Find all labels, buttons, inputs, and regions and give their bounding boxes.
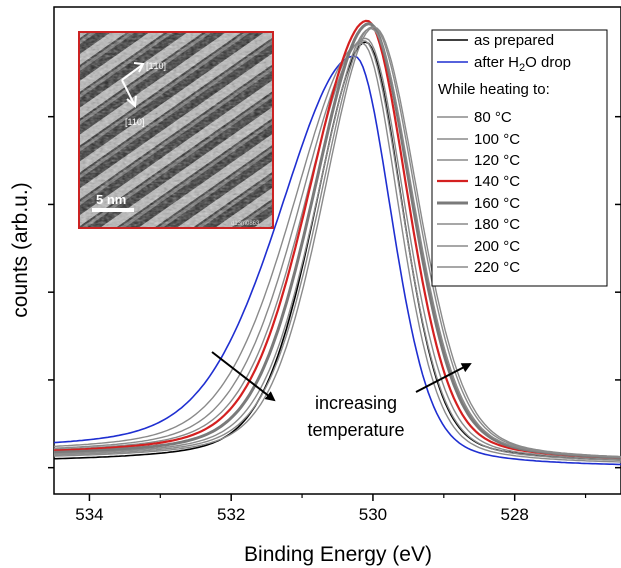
tick-layer: 534 532 530 528 [48,115,621,524]
legend-label-7: 180 °C [474,216,520,233]
inset-border [78,31,274,229]
direction-label-2: [110] [125,117,144,127]
arrow-right-shoulder [415,363,472,393]
x-tick-label-0: 534 [75,505,103,524]
legend-label-4: 120 °C [474,152,520,169]
series-line-9 [53,26,621,458]
series-line-8 [53,26,621,458]
temperature-annotation: increasing temperature [211,351,472,440]
legend-label-2: 80 °C [474,109,512,126]
direction-label-1: [1̄10] [146,61,166,71]
plot-frame [53,6,621,495]
x-tick-label-2: 530 [359,505,387,524]
legend-label-8: 200 °C [474,238,520,255]
series-layer [53,19,621,466]
legend-label-1: after H2O drop [474,54,571,74]
legend-label-0: as prepared [474,32,554,49]
x-axis-title: Binding Energy (eV) [244,543,432,566]
legend-subheading: While heating to: [438,81,550,98]
arrow-left-shoulder [211,351,276,402]
lattice-direction-arrows [121,62,145,109]
legend: as prepared after H2O drop 80 °C 100 °C 120… [431,29,608,287]
series-line-7 [53,27,621,458]
legend-label-6: 160 °C [474,195,520,212]
legend-label-5: 140 °C [474,173,520,190]
inset-stm-image: [1̄10] [110] 5 nm d13m0863 [78,31,274,229]
annotation-line-1: increasing [315,393,397,413]
scale-bar-label: 5 nm [96,192,126,207]
scale-bar [92,208,134,212]
annotation-line-2: temperature [307,420,404,440]
legend-box [431,29,608,287]
y-axis-title: counts (arb.u.) [9,182,32,317]
series-line-4 [53,37,621,460]
legend-label-9: 220 °C [474,259,520,276]
inset-image-id: d13m0863 [231,221,260,227]
series-line-1 [53,55,621,466]
series-line-2 [53,42,621,463]
x-tick-label-1: 532 [217,505,245,524]
legend-label-3: 100 °C [474,131,520,148]
legend-entries: as prepared after H2O drop 80 °C 100 °C 120… [437,32,571,276]
x-tick-label-3: 528 [501,505,529,524]
